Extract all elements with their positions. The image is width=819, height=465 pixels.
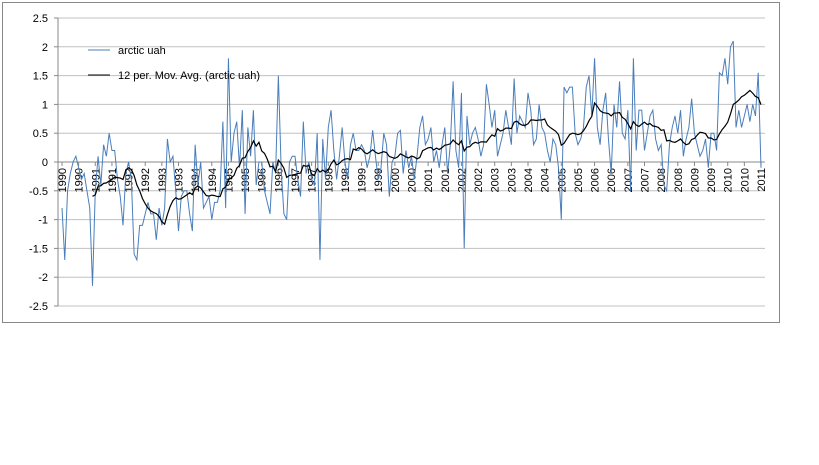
y-tick-label: 2 — [42, 42, 48, 54]
y-tick-label: 1 — [42, 99, 48, 111]
x-tick-label: 2011 — [756, 168, 768, 192]
legend-label: arctic uah — [118, 45, 166, 57]
x-tick-label: 2007 — [623, 168, 635, 192]
legend-label: 12 per. Mov. Avg. (arctic uah) — [118, 70, 260, 82]
y-tick-label: -0.5 — [29, 186, 48, 198]
x-tick-label: 2006 — [606, 168, 618, 192]
x-tick-label: 2003 — [490, 168, 502, 192]
x-tick-label: 1990 — [74, 168, 86, 192]
x-tick-label: 2005 — [573, 168, 585, 192]
x-tick-label: 1993 — [157, 168, 169, 192]
x-tick-label: 2000 — [407, 168, 419, 192]
x-tick-label: 1999 — [357, 168, 369, 192]
x-tick-label: 2001 — [423, 168, 435, 192]
x-tick-label: 2010 — [739, 168, 751, 192]
y-tick-label: 0 — [42, 157, 48, 169]
y-tick-label: 2.5 — [33, 13, 48, 25]
x-tick-label: 2003 — [506, 168, 518, 192]
x-tick-label: 1994 — [207, 168, 219, 192]
x-tick-label: 1991 — [107, 168, 119, 192]
x-tick-label: 1990 — [57, 168, 69, 192]
moving-average-line — [92, 89, 762, 226]
x-tick-label: 1996 — [257, 168, 269, 192]
x-tick-label: 2004 — [540, 168, 552, 192]
y-tick-label: -2 — [38, 272, 48, 284]
x-tick-label: 2008 — [673, 168, 685, 192]
y-tick-label: 0.5 — [33, 128, 48, 140]
x-tick-label: 2009 — [706, 168, 718, 192]
x-tick-label: 1992 — [124, 168, 136, 192]
y-tick-label: -1 — [38, 215, 48, 227]
y-tick-label: -2.5 — [29, 301, 48, 313]
x-tick-label: 2001 — [440, 168, 452, 192]
x-tick-label: 2004 — [523, 168, 535, 192]
x-tick-label: 2010 — [723, 168, 735, 192]
x-tick-label: 1993 — [174, 168, 186, 192]
x-tick-label: 2008 — [656, 168, 668, 192]
x-tick-label: 2002 — [473, 168, 485, 192]
x-tick-label: 1997 — [290, 168, 302, 192]
x-tick-label: 1998 — [340, 168, 352, 192]
x-tick-label: 1999 — [373, 168, 385, 192]
x-tick-label: 2007 — [640, 168, 652, 192]
x-tick-label: 2006 — [590, 168, 602, 192]
x-tick-label: 1992 — [140, 168, 152, 192]
x-tick-label: 1994 — [190, 168, 202, 192]
x-tick-label: 2000 — [390, 168, 402, 192]
y-tick-label: -1.5 — [29, 243, 48, 255]
x-tick-label: 2009 — [689, 168, 701, 192]
y-tick-label: 1.5 — [33, 71, 48, 83]
